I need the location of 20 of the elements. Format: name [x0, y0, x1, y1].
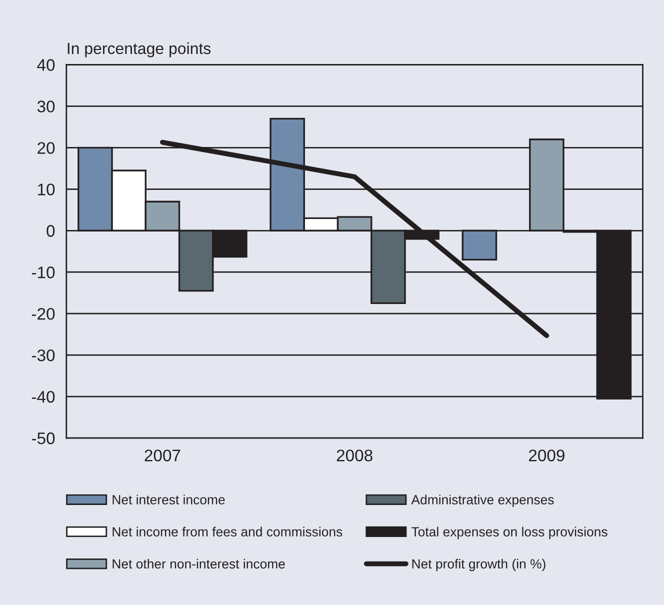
y-tick-label: -20: [32, 308, 55, 320]
y-tick-label: -30: [32, 349, 55, 362]
y-axis-title: In percentage points: [68, 42, 211, 58]
legend-label: Net income from fees and commissions: [112, 526, 342, 536]
legend-label: Administrative expenses: [411, 494, 554, 507]
x-tick-label: 2008: [336, 450, 372, 462]
legend-label: Net profit growth (in %): [412, 558, 546, 572]
y-tick-label: 0: [46, 225, 55, 237]
y-tick-label: -50: [32, 432, 55, 444]
y-tick-label: 20: [38, 142, 55, 154]
legend-label: Net interest income: [112, 494, 225, 504]
y-tick-label: -10: [32, 266, 55, 278]
y-tick-label: 40: [37, 59, 55, 71]
y-tick-label: 10: [38, 184, 55, 196]
y-tick-label: -40: [32, 390, 55, 403]
x-tick-label: 2009: [528, 450, 564, 462]
legend-label: Net other non-interest income: [112, 558, 285, 569]
legend-label: Total expenses on loss provisions: [412, 526, 608, 540]
x-tick-label: 2007: [144, 450, 180, 462]
y-tick-label: 30: [37, 100, 55, 112]
